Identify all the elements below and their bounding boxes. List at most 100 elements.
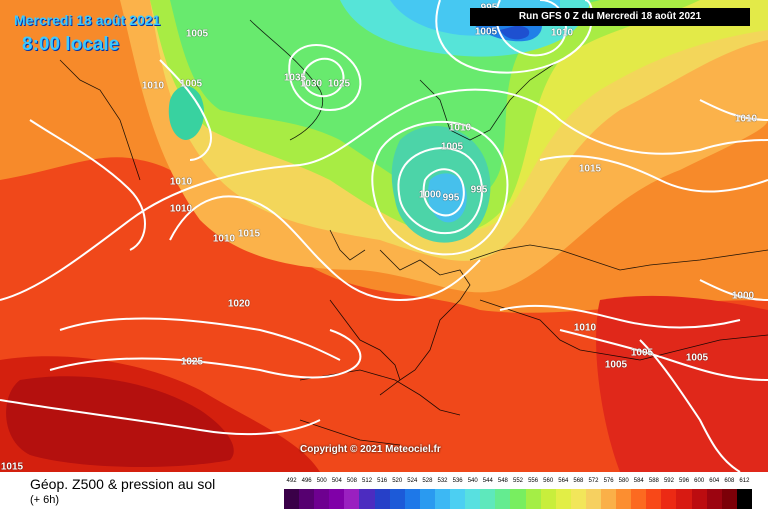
scale-tick-label: 528	[422, 478, 433, 484]
scale-swatch	[495, 489, 511, 509]
scale-swatch	[631, 489, 647, 509]
run-info-box: Run GFS 0 Z du Mercredi 18 août 2021	[470, 8, 750, 26]
scale-tick-label: 612	[739, 478, 750, 484]
scale-swatch	[691, 489, 707, 509]
map-graphic	[0, 0, 768, 472]
scale-tick-label: 608	[724, 478, 735, 484]
scale-tick-label: 556	[528, 478, 539, 484]
isobar-label: 1010	[550, 27, 574, 39]
map-date-title: Mercredi 18 août 2021	[14, 12, 161, 28]
scale-tick-label: 588	[648, 478, 659, 484]
isobar-label: 995	[442, 192, 460, 204]
isobar-label: 1000	[418, 189, 442, 201]
scale-swatch	[646, 489, 662, 509]
isobar-label: 1025	[180, 356, 204, 368]
scale-tick-label: 572	[588, 478, 599, 484]
scale-swatch	[721, 489, 737, 509]
scale-tick-label: 540	[467, 478, 478, 484]
scale-tick-label: 560	[543, 478, 554, 484]
scale-tick-label: 524	[407, 478, 418, 484]
scale-tick-label: 516	[377, 478, 388, 484]
isobar-label: 1010	[448, 122, 472, 134]
isobar-label: 1030	[299, 78, 323, 90]
scale-tick-label: 552	[512, 478, 524, 484]
scale-swatch	[404, 489, 420, 509]
isobar-label: 1010	[573, 322, 597, 334]
scale-swatch	[706, 489, 722, 509]
scale-swatch	[600, 489, 617, 509]
scale-swatch	[585, 489, 601, 509]
isobar-label: 1005	[685, 352, 709, 364]
scale-swatch	[465, 489, 481, 509]
scale-tick-label: 596	[679, 478, 690, 484]
copyright-text: Copyright © 2021 Meteociel.fr	[300, 444, 441, 455]
color-scale-bar	[284, 489, 752, 509]
scale-swatch	[359, 489, 375, 509]
scale-tick-label: 548	[497, 478, 508, 484]
isobar-label: 1005	[604, 359, 628, 371]
scale-tick-label: 564	[558, 478, 569, 484]
scale-tick-label: 536	[452, 478, 463, 484]
scale-swatch	[329, 489, 345, 509]
scale-swatch	[555, 489, 571, 509]
scale-tick-label: 580	[618, 478, 629, 484]
isobar-label: 1000	[731, 290, 755, 302]
isobar-label: 1005	[440, 141, 464, 153]
scale-tick-label: 584	[633, 478, 644, 484]
scale-swatch	[480, 489, 496, 509]
isobar-label: 1035	[283, 72, 307, 84]
color-scale-ticks: 492 496 500 504 508 512 516 520 524 528 532 536 540 5…	[284, 478, 752, 488]
isobar-label: 1010	[734, 113, 758, 125]
isobar-label: 1015	[0, 461, 24, 473]
legend-panel: Géop. Z500 & pression au sol (+ 6h) 492 4…	[0, 472, 768, 512]
scale-tick-label: 544	[482, 478, 493, 484]
legend-subtitle: (+ 6h)	[30, 494, 60, 506]
scale-tick-label: 500	[316, 478, 327, 484]
scale-tick-label: 600	[694, 478, 705, 484]
isobar-label: 1010	[212, 233, 236, 245]
scale-swatch	[540, 489, 556, 509]
scale-swatch	[570, 489, 586, 509]
isobar-label: 1005	[474, 26, 498, 38]
scale-tick-label: 568	[573, 478, 584, 484]
isobar-label: 1015	[578, 163, 602, 175]
scale-swatch	[434, 489, 451, 509]
isobar-label: 1020	[227, 298, 251, 310]
isobar-label: 1010	[169, 176, 193, 188]
scale-tick-label: 576	[603, 478, 614, 484]
map-time-title: 8:00 locale	[22, 34, 120, 55]
scale-tick-label: 604	[709, 478, 720, 484]
scale-swatch	[344, 489, 360, 509]
weather-map: 1005 1005 1010 1010 1010 1010 1015 1020 …	[0, 0, 768, 472]
scale-swatch	[389, 489, 405, 509]
scale-swatch	[525, 489, 541, 509]
scale-swatch	[661, 489, 677, 509]
scale-swatch	[314, 489, 330, 509]
scale-tick-label: 504	[331, 478, 342, 484]
scale-swatch	[450, 489, 466, 509]
scale-tick-label: 532	[437, 478, 448, 484]
scale-tick-label: 520	[392, 478, 403, 484]
scale-tick-label: 512	[362, 478, 373, 484]
isobar-label: 1010	[141, 80, 165, 92]
isobar-label: 1025	[327, 78, 351, 90]
scale-swatch	[616, 489, 632, 509]
scale-swatch	[299, 489, 315, 509]
legend-title: Géop. Z500 & pression au sol	[30, 476, 216, 492]
scale-tick-label: 492	[286, 478, 297, 484]
scale-swatch	[510, 489, 526, 509]
isobar-label: 1005	[179, 78, 203, 90]
isobar-label: 1010	[169, 203, 193, 215]
scale-tick-label: 496	[301, 478, 312, 484]
scale-swatch	[284, 489, 300, 509]
scale-swatch	[676, 489, 692, 509]
isobar-label: 995	[470, 184, 488, 196]
scale-swatch	[419, 489, 435, 509]
isobar-label: 1005	[630, 347, 654, 359]
isobar-label: 1005	[185, 28, 209, 40]
scale-swatch	[374, 489, 390, 509]
scale-tick-label: 592	[663, 478, 674, 484]
isobar-label: 1015	[237, 228, 261, 240]
scale-swatch	[736, 489, 752, 509]
